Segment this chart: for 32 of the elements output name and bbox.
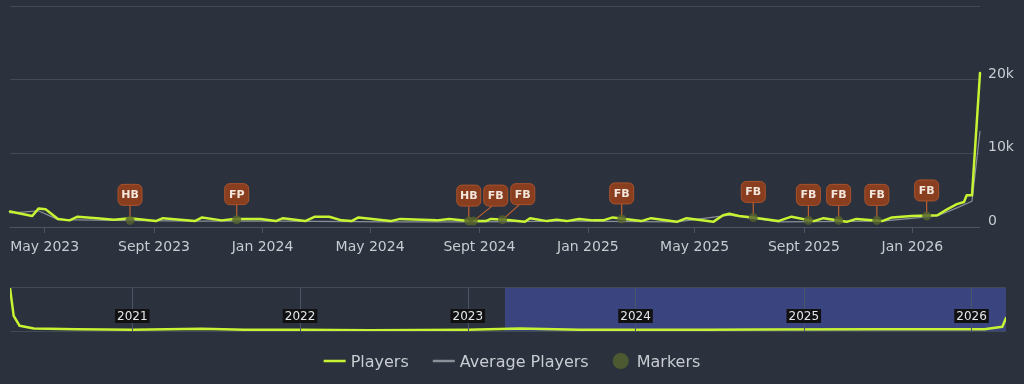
annotation: FB	[613, 186, 630, 200]
annotation: FP	[228, 187, 245, 201]
y-tick-label: 20k	[988, 64, 1015, 81]
x-tick-label: Jan 2024	[230, 238, 294, 254]
x-tick-label: 2022	[284, 309, 316, 323]
annotation: FB	[514, 187, 531, 201]
legend-label: Players	[350, 351, 409, 371]
annotation: FB	[868, 188, 885, 202]
x-tick-label: May 2023	[10, 238, 80, 254]
x-tick-label: 2023	[452, 309, 484, 323]
x-tick-label: May 2025	[660, 238, 730, 254]
x-tick-label: Jan 2025	[556, 238, 619, 254]
annotation: FB	[830, 188, 847, 202]
annotation: FB	[918, 183, 935, 197]
x-tick-label: Jan 2026	[880, 238, 944, 254]
legend-label: Average Players	[459, 351, 589, 371]
annotation: FB	[800, 188, 817, 202]
x-tick-label: Sept 2024	[443, 238, 516, 254]
legend-label: Markers	[636, 351, 701, 371]
x-tick-label: 2026	[956, 309, 987, 323]
y-tick-label: 10k	[988, 138, 1015, 155]
annotation: FB	[487, 189, 504, 203]
x-tick-label: May 2024	[335, 238, 405, 254]
x-tick-label: Sept 2025	[767, 238, 840, 254]
annotation: HB	[459, 189, 478, 203]
annotation: FB	[745, 185, 762, 199]
x-tick-label: 2024	[620, 309, 651, 323]
x-tick-label: Sept 2023	[118, 238, 191, 254]
annotation: HB	[121, 188, 139, 202]
y-tick-label: 0	[988, 212, 997, 228]
x-tick-label: 2021	[116, 309, 148, 323]
x-tick-label: 2025	[788, 309, 820, 323]
